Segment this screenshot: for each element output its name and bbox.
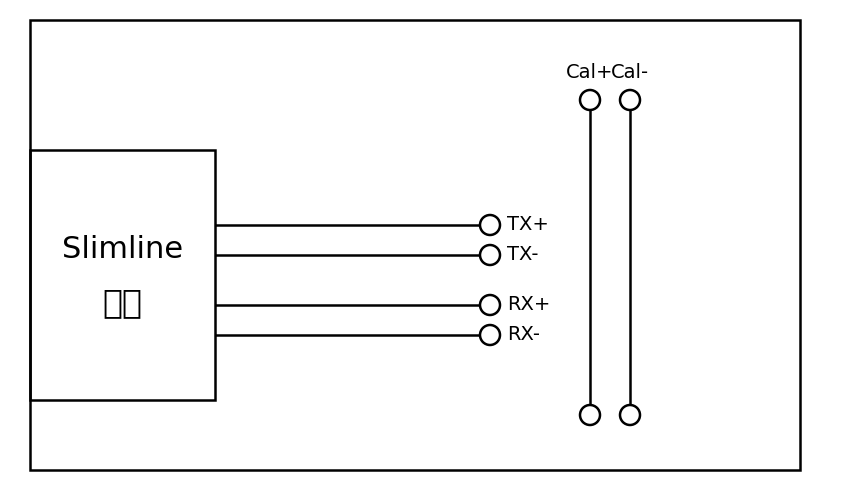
Bar xyxy=(30,20,800,470)
Bar xyxy=(30,150,215,400)
Text: TX+: TX+ xyxy=(507,215,549,234)
Text: TX-: TX- xyxy=(507,245,539,265)
Text: Cal-: Cal- xyxy=(611,63,649,82)
Text: RX+: RX+ xyxy=(507,296,551,315)
Text: RX-: RX- xyxy=(507,326,540,345)
Text: Slimline: Slimline xyxy=(62,235,183,265)
Text: 公头: 公头 xyxy=(103,287,142,320)
Text: Cal+: Cal+ xyxy=(567,63,614,82)
